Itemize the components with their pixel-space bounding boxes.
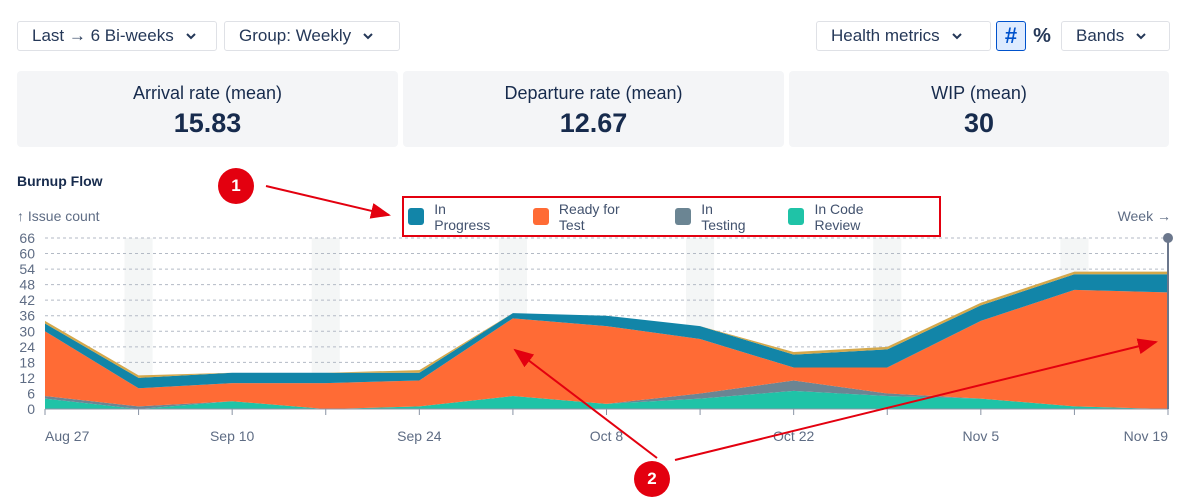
chevron-down-icon [363, 33, 373, 40]
metric-label: Arrival rate (mean) [132, 83, 283, 103]
chevron-down-icon [1136, 33, 1146, 40]
annotation-badge-2: 2 [634, 461, 670, 497]
legend-swatch [532, 208, 549, 225]
annotation-arrow-2a [513, 348, 658, 459]
bands-dropdown[interactable]: Bands [1061, 21, 1170, 51]
metric-label: WIP (mean) [931, 83, 1027, 103]
legend-item-in-progress[interactable]: In Progress [408, 201, 503, 233]
current-week-handle [1163, 233, 1173, 243]
y-tick-label: 54 [19, 261, 35, 277]
metric-value: 30 [963, 108, 995, 138]
legend-item-ready-for-test[interactable]: Ready for Test [532, 200, 645, 233]
x-tick-label: Sep 24 [397, 428, 442, 444]
chart-title: Burnup Flow [17, 173, 103, 189]
legend-item-in-testing[interactable]: In Testing [675, 201, 758, 233]
count-mode-toggle[interactable]: # [996, 21, 1026, 51]
chevron-down-icon [186, 33, 196, 40]
legend-item-in-code-review[interactable]: In Code Review [788, 201, 909, 233]
health-metrics-dropdown[interactable]: Health metrics [816, 21, 991, 51]
metric-card-arrival-rate: Arrival rate (mean) 15.83 [17, 71, 398, 147]
area-in-testing [45, 380, 1168, 409]
annotation-arrow-2b [674, 338, 1158, 461]
metric-value: 15.83 [173, 108, 242, 138]
legend-label: In Code Review [814, 200, 864, 233]
x-tick-label: Sep 10 [210, 428, 255, 444]
y-tick-label: 12 [19, 370, 35, 386]
metric-card-departure-rate: Departure rate (mean) 12.67 [403, 71, 784, 147]
legend-label: In Progress [434, 200, 491, 233]
date-range-dropdown[interactable]: Last → 6 Bi-weeks [17, 21, 217, 51]
y-tick-label: 24 [19, 339, 35, 355]
date-range-label: Last → 6 Bi-weeks [32, 26, 174, 45]
y-tick-label: 42 [19, 292, 35, 308]
y-tick-label: 0 [27, 401, 35, 417]
percent-mode-toggle[interactable]: % [1033, 24, 1051, 47]
x-tick-label: Aug 27 [45, 428, 90, 444]
y-tick-label: 60 [19, 246, 35, 262]
legend-swatch [788, 208, 805, 225]
y-tick-label: 30 [19, 323, 35, 339]
metric-label: Departure rate (mean) [504, 83, 683, 103]
y-tick-label: 66 [19, 230, 35, 246]
y-tick-label: 18 [19, 354, 35, 370]
x-axis-label: Week → [1117, 208, 1171, 224]
legend-swatch [675, 208, 692, 225]
y-tick-label: 6 [27, 385, 35, 401]
group-by-dropdown[interactable]: Group: Weekly [224, 21, 400, 51]
chevron-down-icon [951, 33, 962, 40]
annotation-arrow-1 [265, 185, 391, 219]
legend-label: In Testing [701, 200, 746, 233]
legend-swatch [408, 208, 425, 225]
chart-legend: In Progress Ready for Test In Testing In… [402, 196, 941, 237]
health-metrics-label: Health metrics [831, 26, 940, 45]
metric-card-wip: WIP (mean) 30 [789, 71, 1169, 147]
area-ready-for-test [45, 289, 1168, 409]
bands-label: Bands [1076, 26, 1125, 45]
group-by-label: Group: Weekly [239, 26, 352, 45]
area-in-code-review [45, 390, 1168, 409]
legend-label: Ready for Test [558, 200, 620, 233]
y-tick-label: 36 [19, 308, 35, 324]
area-in-progress [45, 274, 1168, 389]
x-tick-label: Nov 19 [1124, 428, 1169, 444]
y-axis-label: ↑ Issue count [17, 208, 100, 224]
x-tick-label: Oct 8 [590, 428, 624, 444]
toolbar: Last → 6 Bi-weeks Group: Weekly Health m… [17, 21, 1170, 51]
x-tick-label: Oct 22 [773, 428, 814, 444]
y-tick-label: 48 [19, 277, 35, 293]
metric-value: 12.67 [559, 108, 628, 138]
x-tick-label: Nov 5 [963, 428, 1000, 444]
metric-cards: Arrival rate (mean) 15.83 Departure rate… [17, 71, 1169, 147]
annotation-badge-1: 1 [218, 168, 254, 204]
